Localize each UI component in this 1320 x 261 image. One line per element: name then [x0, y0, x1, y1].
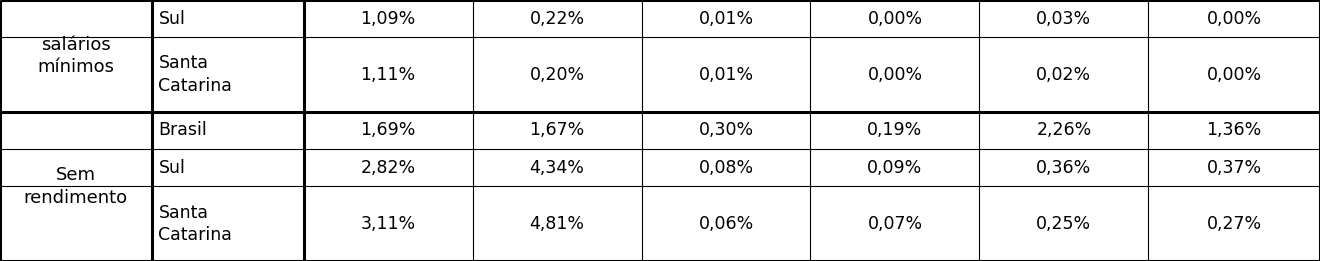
- Text: 4,81%: 4,81%: [529, 215, 585, 233]
- Text: 0,19%: 0,19%: [867, 122, 923, 139]
- Text: 0,01%: 0,01%: [698, 66, 754, 84]
- Text: 2,26%: 2,26%: [1036, 122, 1092, 139]
- Text: 0,08%: 0,08%: [698, 159, 754, 177]
- Text: 1,69%: 1,69%: [360, 122, 416, 139]
- Text: 0,00%: 0,00%: [867, 10, 923, 28]
- Text: 0,25%: 0,25%: [1036, 215, 1092, 233]
- Text: 0,01%: 0,01%: [698, 10, 754, 28]
- Text: 1,36%: 1,36%: [1206, 122, 1262, 139]
- Text: 4,34%: 4,34%: [529, 159, 585, 177]
- Text: 3,11%: 3,11%: [360, 215, 416, 233]
- Text: 0,20%: 0,20%: [529, 66, 585, 84]
- Text: 1,67%: 1,67%: [529, 122, 585, 139]
- Text: 0,22%: 0,22%: [529, 10, 585, 28]
- Text: 0,02%: 0,02%: [1036, 66, 1092, 84]
- Text: Santa
Catarina: Santa Catarina: [158, 204, 232, 244]
- Text: 1,11%: 1,11%: [360, 66, 416, 84]
- Text: 0,07%: 0,07%: [867, 215, 923, 233]
- Text: 0,30%: 0,30%: [698, 122, 754, 139]
- Text: 0,00%: 0,00%: [1206, 10, 1262, 28]
- Text: 0,03%: 0,03%: [1036, 10, 1092, 28]
- Text: 0,00%: 0,00%: [1206, 66, 1262, 84]
- Text: Sul: Sul: [158, 10, 185, 28]
- Text: 0,27%: 0,27%: [1206, 215, 1262, 233]
- Text: 0,37%: 0,37%: [1206, 159, 1262, 177]
- Text: 0,36%: 0,36%: [1036, 159, 1092, 177]
- Text: 0,09%: 0,09%: [867, 159, 923, 177]
- Text: salários
mínimos: salários mínimos: [37, 36, 115, 76]
- Text: 0,00%: 0,00%: [867, 66, 923, 84]
- Text: 0,06%: 0,06%: [698, 215, 754, 233]
- Text: Sem
rendimento: Sem rendimento: [24, 166, 128, 206]
- Text: Brasil: Brasil: [158, 122, 207, 139]
- Text: 2,82%: 2,82%: [360, 159, 416, 177]
- Text: Santa
Catarina: Santa Catarina: [158, 55, 232, 95]
- Text: 1,09%: 1,09%: [360, 10, 416, 28]
- Text: Sul: Sul: [158, 159, 185, 177]
